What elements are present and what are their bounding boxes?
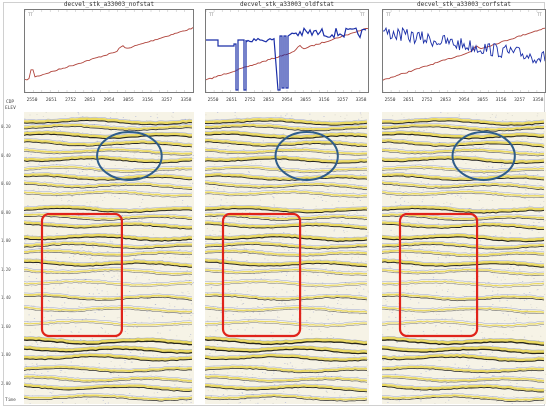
time-tick-label: 1.60 — [1, 323, 11, 329]
statics-track: TT — [24, 9, 194, 93]
cdp-tick-label: 2954 — [458, 98, 470, 103]
seismic-image — [382, 112, 546, 404]
track-tag: TT — [209, 12, 214, 17]
statics-curve — [206, 26, 367, 91]
seismic-section — [205, 112, 369, 404]
cdp-axis: 2550 2651 2752 2853 2954 3055 3156 3257 3358 — [24, 98, 194, 108]
time-tick-label: 0.20 — [1, 124, 11, 129]
time-tick-label: 0.40 — [1, 152, 11, 158]
cdp-tick-label: 2853 — [263, 98, 274, 103]
cdp-tick-label: 2954 — [281, 98, 293, 103]
track-tag: TT — [537, 12, 542, 17]
seismic-image — [24, 112, 194, 404]
time-tick-label: 1.00 — [1, 238, 11, 243]
cdp-tick-label: 2550 — [26, 98, 38, 103]
cdp-tick-label: 3156 — [142, 98, 153, 103]
cdp-tick-label: 3055 — [477, 98, 488, 103]
seismic-image — [205, 112, 369, 404]
cdp-tick-label: 3257 — [161, 98, 173, 103]
time-tick-label: 0.80 — [1, 209, 11, 215]
statics-track: TT TT — [205, 9, 369, 93]
cdp-tick-label: 2752 — [421, 98, 433, 103]
time-tick-label: 1.20 — [1, 266, 11, 272]
cdp-axis: 2550 2651 2752 2853 2954 3055 3156 3257 3358 — [205, 98, 369, 108]
cdp-tick-label: 2752 — [65, 98, 76, 103]
statics-chart: TT TT — [205, 10, 369, 92]
panel-title: decvel_stk_a33003_nofstat — [63, 1, 155, 8]
time-tick-label: 1.40 — [1, 295, 11, 300]
elev-axis-label: ELEV — [5, 106, 16, 111]
highlight-rectangle — [40, 212, 124, 338]
cdp-tick-label: 3055 — [122, 98, 134, 103]
cdp-axis: 2550 2651 2752 2853 2954 3055 3156 3257 3358 — [382, 98, 546, 108]
statics-chart: TT TT — [382, 10, 546, 92]
highlight-rectangle — [221, 212, 302, 338]
cdp-tick-label: 3156 — [495, 98, 507, 103]
cdp-tick-label: 3257 — [337, 98, 348, 103]
cdp-tick-label: 3257 — [514, 98, 525, 103]
seismic-section — [382, 112, 546, 404]
cdp-tick-label: 2550 — [384, 98, 396, 103]
elevation-curve — [382, 27, 546, 81]
statics-curve — [382, 26, 546, 65]
time-tick-label: 2.00 — [1, 380, 11, 386]
cdp-tick-label: 2651 — [403, 98, 414, 103]
panel-title: decvel_stk_a33003_corfstat — [417, 1, 511, 8]
elevation-curve — [24, 27, 194, 81]
highlight-ellipse — [96, 131, 163, 181]
elevation-curve — [205, 27, 369, 81]
track-tag: TT — [28, 12, 33, 17]
highlight-ellipse — [274, 131, 339, 181]
time-tick-label: 0.60 — [1, 181, 11, 186]
highlight-ellipse — [451, 131, 516, 181]
cdp-tick-label: 3358 — [180, 98, 192, 103]
cdp-tick-label: 2853 — [84, 98, 96, 103]
cdp-tick-label: 2550 — [207, 98, 219, 103]
cdp-axis-label: CDP — [6, 100, 15, 105]
cdp-tick-label: 3358 — [355, 98, 367, 103]
seismic-section — [24, 112, 194, 404]
cdp-tick-label: 3156 — [318, 98, 330, 103]
track-tag: TT — [386, 12, 391, 17]
time-tick-label: 1.80 — [1, 352, 11, 357]
cdp-tick-label: 2853 — [440, 98, 451, 103]
statics-track: TT TT — [382, 9, 546, 93]
time-axis-label: Time — [5, 398, 16, 403]
cdp-tick-label: 2651 — [226, 98, 237, 103]
cdp-tick-label: 2752 — [244, 98, 256, 103]
cdp-tick-label: 3055 — [300, 98, 311, 103]
panel-title: decvel_stk_a33003_oldfstat — [240, 1, 334, 8]
statics-chart: TT — [24, 10, 194, 92]
track-tag: TT — [360, 12, 365, 17]
cdp-tick-label: 2651 — [45, 98, 57, 103]
cdp-tick-label: 2954 — [103, 98, 115, 103]
highlight-rectangle — [398, 212, 479, 338]
cdp-tick-label: 3358 — [532, 98, 544, 103]
